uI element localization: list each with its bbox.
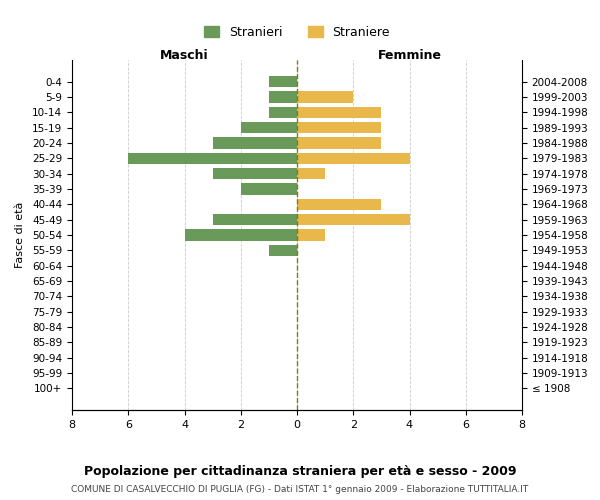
Y-axis label: Fasce di età: Fasce di età xyxy=(15,202,25,268)
Bar xyxy=(212,214,297,226)
Bar xyxy=(297,137,382,148)
Text: Femmine: Femmine xyxy=(377,48,442,62)
Bar xyxy=(128,152,297,164)
Bar xyxy=(212,168,297,179)
Bar xyxy=(269,91,297,102)
Bar xyxy=(269,244,297,256)
Text: Maschi: Maschi xyxy=(160,48,209,62)
Bar xyxy=(297,198,382,210)
Bar xyxy=(297,214,409,226)
Bar xyxy=(241,122,297,134)
Bar xyxy=(269,106,297,118)
Bar xyxy=(297,106,382,118)
Bar xyxy=(297,91,353,102)
Bar xyxy=(241,183,297,194)
Text: Popolazione per cittadinanza straniera per età e sesso - 2009: Popolazione per cittadinanza straniera p… xyxy=(84,465,516,478)
Bar xyxy=(212,137,297,148)
Bar xyxy=(297,152,409,164)
Legend: Stranieri, Straniere: Stranieri, Straniere xyxy=(199,20,395,44)
Bar xyxy=(185,229,297,241)
Bar xyxy=(297,168,325,179)
Bar xyxy=(269,76,297,88)
Bar xyxy=(297,229,325,241)
Bar xyxy=(297,122,382,134)
Text: COMUNE DI CASALVECCHIO DI PUGLIA (FG) - Dati ISTAT 1° gennaio 2009 - Elaborazion: COMUNE DI CASALVECCHIO DI PUGLIA (FG) - … xyxy=(71,485,529,494)
